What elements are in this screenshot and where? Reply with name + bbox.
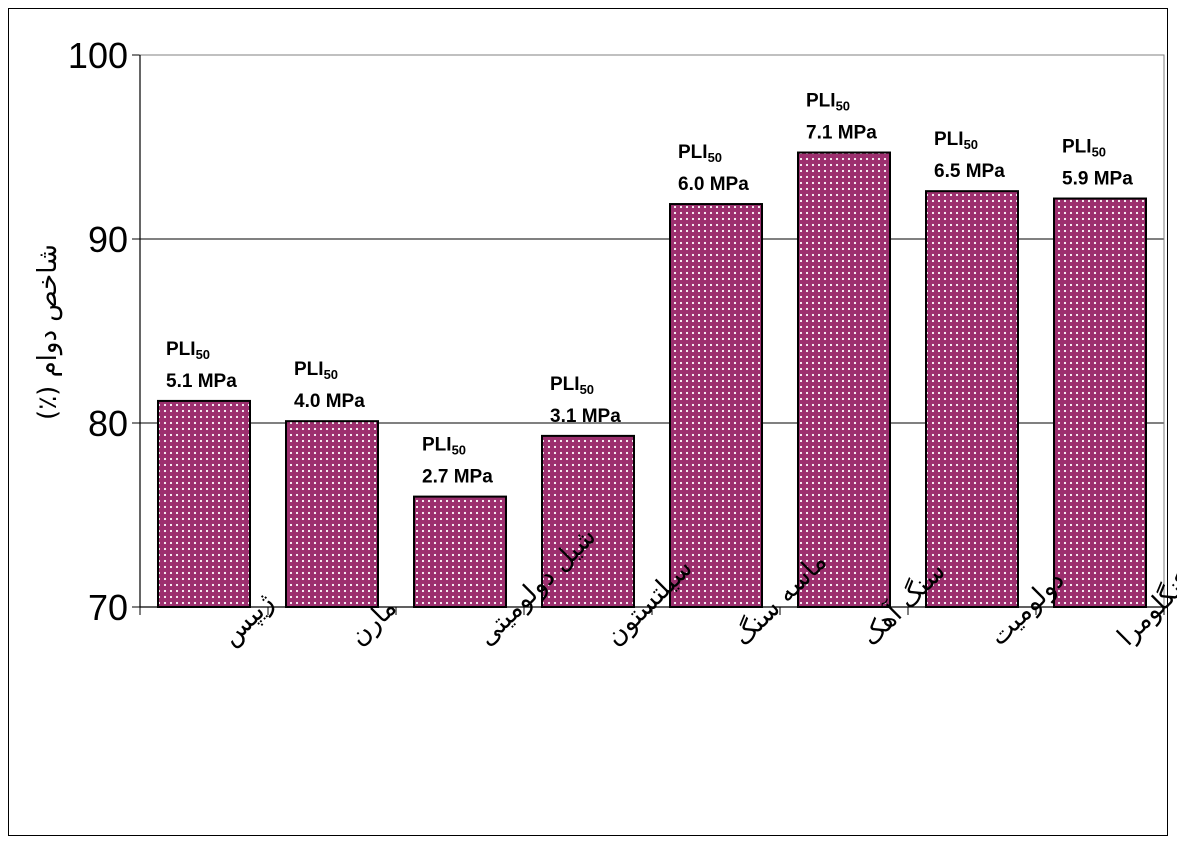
data-label-value: 2.7 MPa bbox=[422, 467, 493, 488]
bar bbox=[669, 203, 763, 608]
bar bbox=[285, 420, 379, 608]
data-label-value: 3.1 MPa bbox=[550, 406, 621, 427]
y-tick-label: 90 bbox=[88, 219, 128, 260]
bar bbox=[413, 495, 507, 609]
data-label-title: PLI50 bbox=[166, 339, 210, 362]
data-label-value: 7.1 MPa bbox=[806, 123, 877, 144]
y-tick-label: 80 bbox=[88, 403, 128, 444]
data-label-value: 6.5 MPa bbox=[934, 161, 1005, 182]
bar bbox=[157, 399, 251, 609]
y-tick-label: 70 bbox=[88, 587, 128, 628]
data-label-title: PLI50 bbox=[550, 374, 594, 397]
data-label-value: 5.1 MPa bbox=[166, 371, 237, 392]
axes: 70 80 90 100 bbox=[68, 35, 1165, 628]
data-label-value: 5.9 MPa bbox=[1062, 169, 1133, 190]
bars bbox=[157, 151, 1147, 609]
data-label-value: 6.0 MPa bbox=[678, 174, 749, 195]
data-labels: PLI50 5.1 MPa PLI50 4.0 MPa PLI50 2.7 MPa PLI5… bbox=[166, 91, 1133, 488]
y-axis-label: شاخص دوام (٪) bbox=[33, 244, 63, 420]
data-label-value: 4.0 MPa bbox=[294, 391, 365, 412]
y-tick-label: 100 bbox=[68, 35, 128, 76]
data-label-title: PLI50 bbox=[422, 435, 466, 458]
data-label-title: PLI50 bbox=[1062, 137, 1106, 160]
data-label-title: PLI50 bbox=[806, 91, 850, 114]
bar bbox=[797, 151, 891, 609]
bar bbox=[925, 190, 1019, 608]
data-label-title: PLI50 bbox=[678, 142, 722, 165]
bar bbox=[1053, 197, 1147, 609]
data-label-title: PLI50 bbox=[294, 359, 338, 382]
data-label-title: PLI50 bbox=[934, 129, 978, 152]
